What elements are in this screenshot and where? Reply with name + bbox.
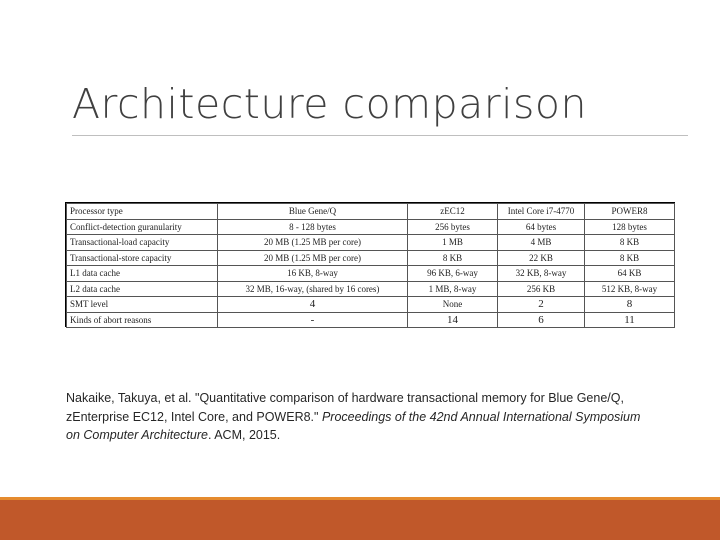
comparison-table-frame: Processor type Blue Gene/Q zEC12 Intel C… [65, 202, 675, 328]
table-cell: 2 [497, 296, 585, 313]
table-row: L1 data cache 16 KB, 8-way 96 KB, 6-way … [66, 265, 675, 282]
table-cell: 20 MB (1.25 MB per core) [217, 249, 408, 266]
row-label: Kinds of abort reasons [66, 311, 218, 328]
table-cell: 11 [584, 311, 675, 328]
table-cell: 1 MB, 8-way [407, 280, 498, 297]
table-cell: 64 KB [584, 265, 675, 282]
table-cell: 1 MB [407, 234, 498, 251]
title-divider [72, 135, 688, 136]
table-cell: 8 KB [584, 234, 675, 251]
table-row: Transactional-load capacity 20 MB (1.25 … [66, 234, 675, 251]
table-row: Kinds of abort reasons - 14 6 11 [66, 311, 675, 328]
header-power8: POWER8 [584, 203, 675, 220]
comparison-table: Processor type Blue Gene/Q zEC12 Intel C… [66, 203, 675, 328]
table-cell: 4 [217, 296, 408, 313]
table-row: L2 data cache 32 MB, 16-way, (shared by … [66, 280, 675, 297]
table-cell: 96 KB, 6-way [407, 265, 498, 282]
table-row: Transactional-store capacity 20 MB (1.25… [66, 249, 675, 266]
table-cell: 256 bytes [407, 218, 498, 235]
table-cell: 32 KB, 8-way [497, 265, 585, 282]
footer-accent-strip [0, 497, 720, 500]
table-cell: 8 [584, 296, 675, 313]
table-cell: 8 - 128 bytes [217, 218, 408, 235]
table-cell: 512 KB, 8-way [584, 280, 675, 297]
table-cell: - [217, 311, 408, 328]
header-blue-gene-q: Blue Gene/Q [217, 203, 408, 220]
table-cell: None [407, 296, 498, 313]
header-zec12: zEC12 [407, 203, 498, 220]
row-label: SMT level [66, 296, 218, 313]
table-cell: 256 KB [497, 280, 585, 297]
citation-text: Nakaike, Takuya, et al. "Quantitative co… [66, 389, 646, 445]
row-label: L2 data cache [66, 280, 218, 297]
row-label: L1 data cache [66, 265, 218, 282]
table-cell: 20 MB (1.25 MB per core) [217, 234, 408, 251]
table-cell: 6 [497, 311, 585, 328]
table-cell: 64 bytes [497, 218, 585, 235]
slide-title: Architecture comparison [72, 80, 587, 128]
header-intel-core: Intel Core i7-4770 [497, 203, 585, 220]
table-cell: 16 KB, 8-way [217, 265, 408, 282]
table-cell: 14 [407, 311, 498, 328]
footer-bar [0, 497, 720, 540]
citation-tail: . ACM, 2015. [207, 428, 281, 442]
table-cell: 22 KB [497, 249, 585, 266]
row-label: Transactional-store capacity [66, 249, 218, 266]
table-header-row: Processor type Blue Gene/Q zEC12 Intel C… [66, 203, 675, 220]
row-label: Transactional-load capacity [66, 234, 218, 251]
citation-venue: Proceedings of the 42nd Annual Internati… [66, 409, 641, 443]
table-row: Conflict-detection guranularity 8 - 128 … [66, 218, 675, 235]
table-cell: 32 MB, 16-way, (shared by 16 cores) [217, 280, 408, 297]
table-cell: 8 KB [584, 249, 675, 266]
header-processor-type: Processor type [66, 203, 218, 220]
table-cell: 8 KB [407, 249, 498, 266]
table-cell: 128 bytes [584, 218, 675, 235]
citation-authors: Nakaike, Takuya, et al. "Quantitative co… [66, 391, 624, 424]
table-cell: 4 MB [497, 234, 585, 251]
table-row: SMT level 4 None 2 8 [66, 296, 675, 313]
row-label: Conflict-detection guranularity [66, 218, 218, 235]
